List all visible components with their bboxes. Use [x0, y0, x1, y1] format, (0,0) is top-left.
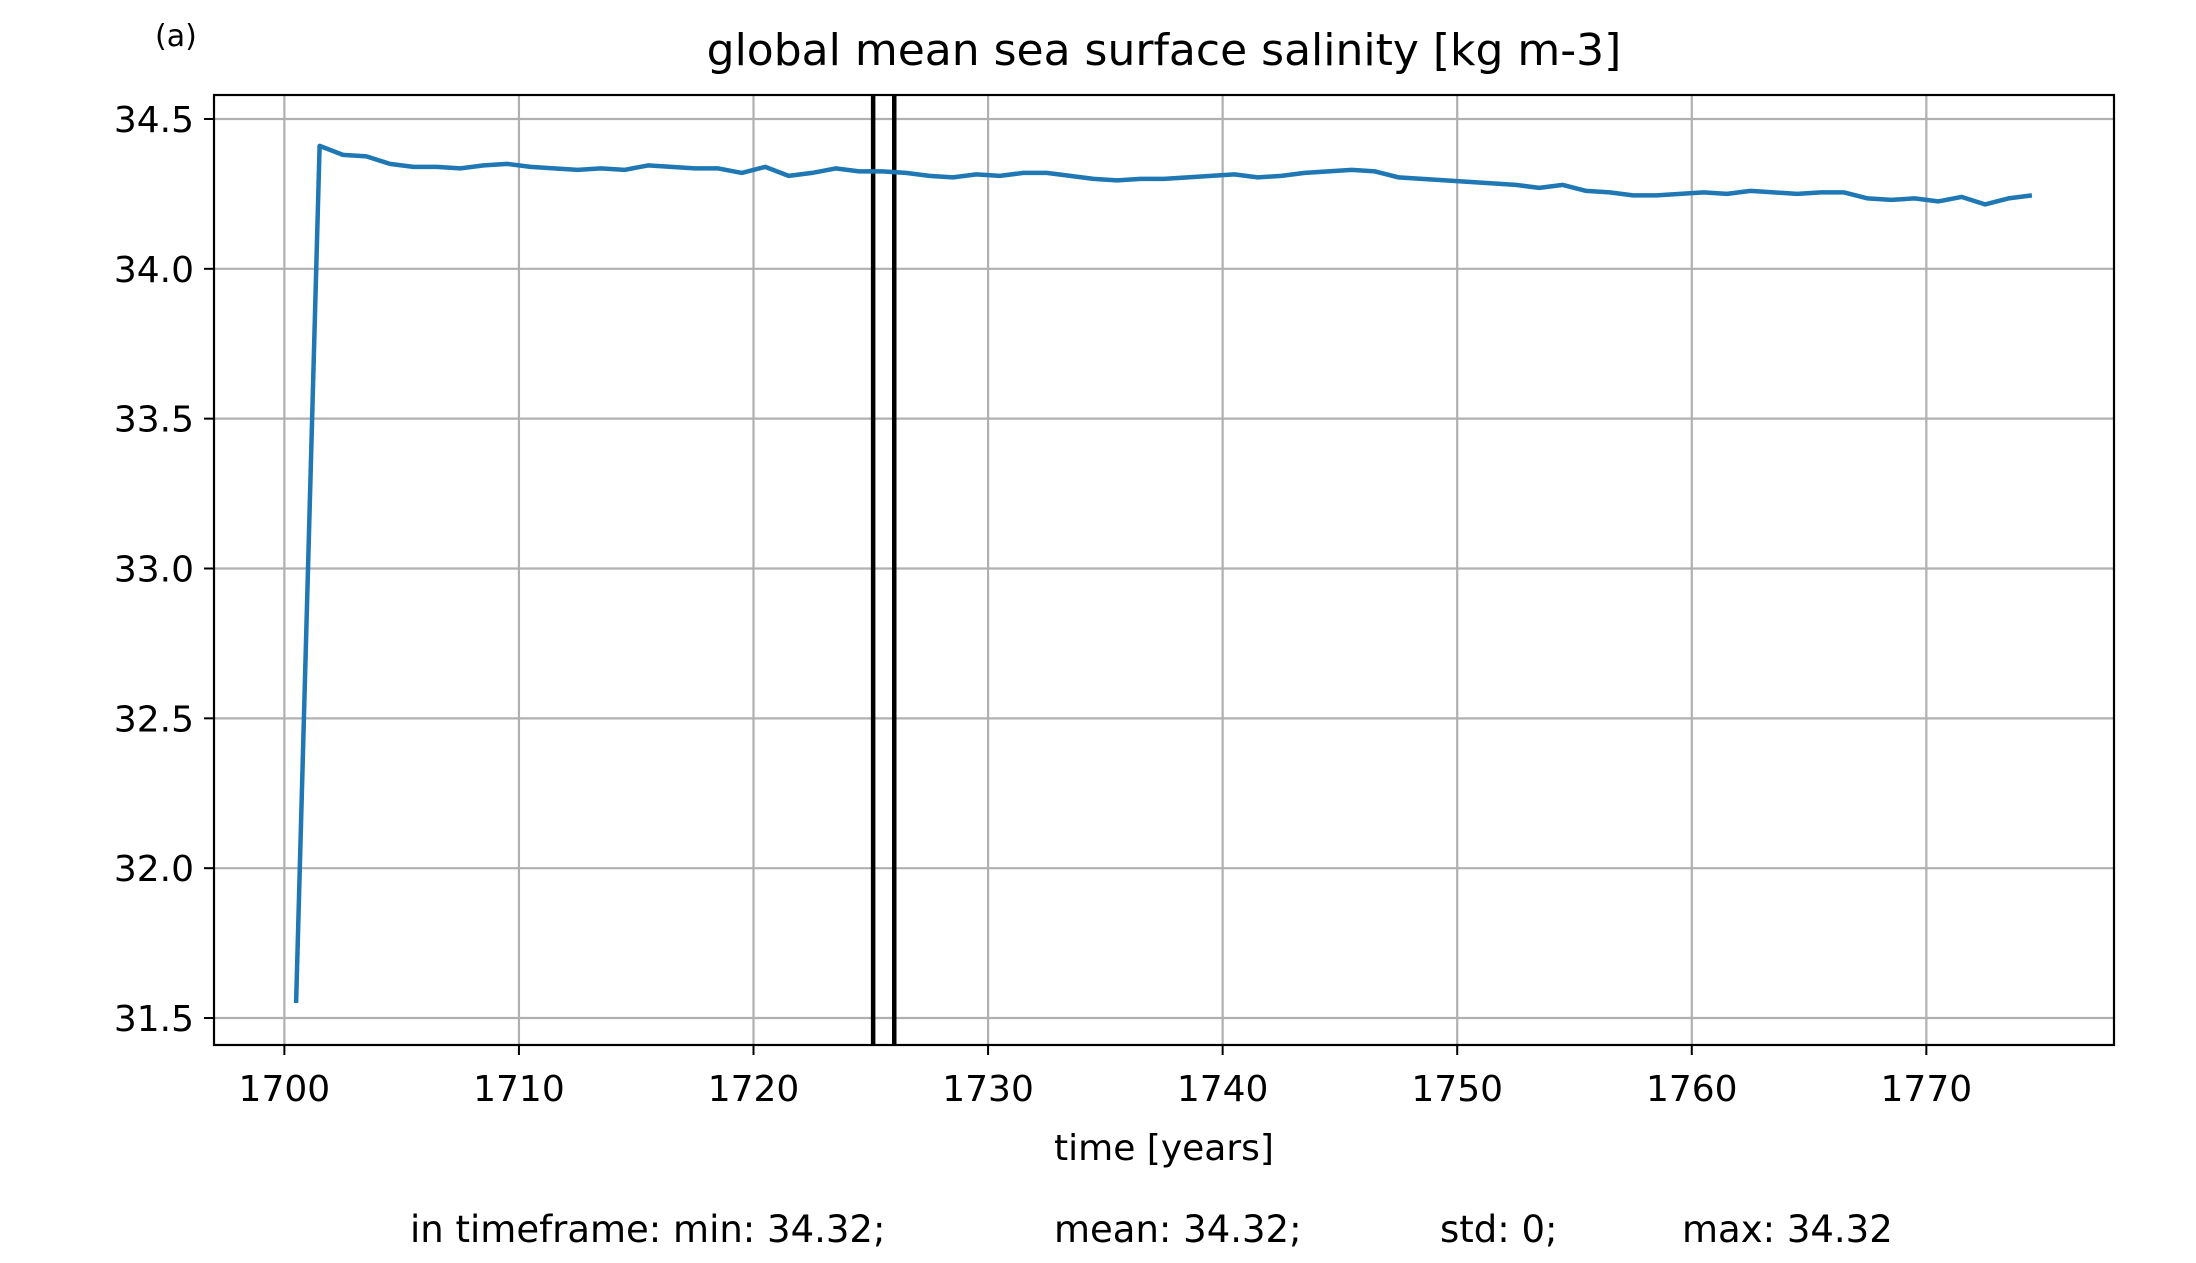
y-tick-label: 33.5 — [114, 400, 194, 441]
series-layer — [293, 143, 2033, 1004]
y-tick-label: 31.5 — [114, 999, 194, 1040]
x-tick-label: 1710 — [473, 1069, 565, 1110]
y-tick-label: 33.0 — [114, 550, 194, 591]
series-line — [293, 143, 2033, 1004]
chart-title: global mean sea surface salinity [kg m-3… — [707, 25, 1622, 76]
x-tick-label: 1700 — [239, 1069, 331, 1110]
x-tick-label: 1720 — [708, 1069, 800, 1110]
x-tick-label: 1750 — [1411, 1069, 1503, 1110]
y-tick-label: 34.0 — [114, 250, 194, 291]
grid-lines — [214, 95, 2114, 1045]
panel-label: (a) — [155, 19, 197, 54]
x-tick-label: 1770 — [1881, 1069, 1973, 1110]
x-tick-label: 1740 — [1177, 1069, 1269, 1110]
y-tick-label: 32.5 — [114, 699, 194, 740]
axis-ticks: 1700 1710 1720 1730 1740 1750 1760 1770 31.5 32.0… — [114, 100, 1972, 1110]
y-tick-label: 32.0 — [114, 849, 194, 890]
footer-min: in timeframe: min: 34.32; — [410, 1208, 885, 1251]
footer-max: max: 34.32 — [1682, 1208, 1893, 1251]
footer-stats: in timeframe: min: 34.32; mean: 34.32; s… — [410, 1208, 1893, 1251]
x-tick-label: 1760 — [1646, 1069, 1738, 1110]
plot-frame — [212, 93, 2116, 1047]
footer-mean: mean: 34.32; — [1054, 1208, 1302, 1251]
x-axis-label: time [years] — [1054, 1128, 1274, 1169]
y-tick-label: 34.5 — [114, 100, 194, 141]
footer-std: std: 0; — [1440, 1208, 1558, 1251]
x-tick-label: 1730 — [942, 1069, 1034, 1110]
reference-lines — [870, 95, 897, 1045]
